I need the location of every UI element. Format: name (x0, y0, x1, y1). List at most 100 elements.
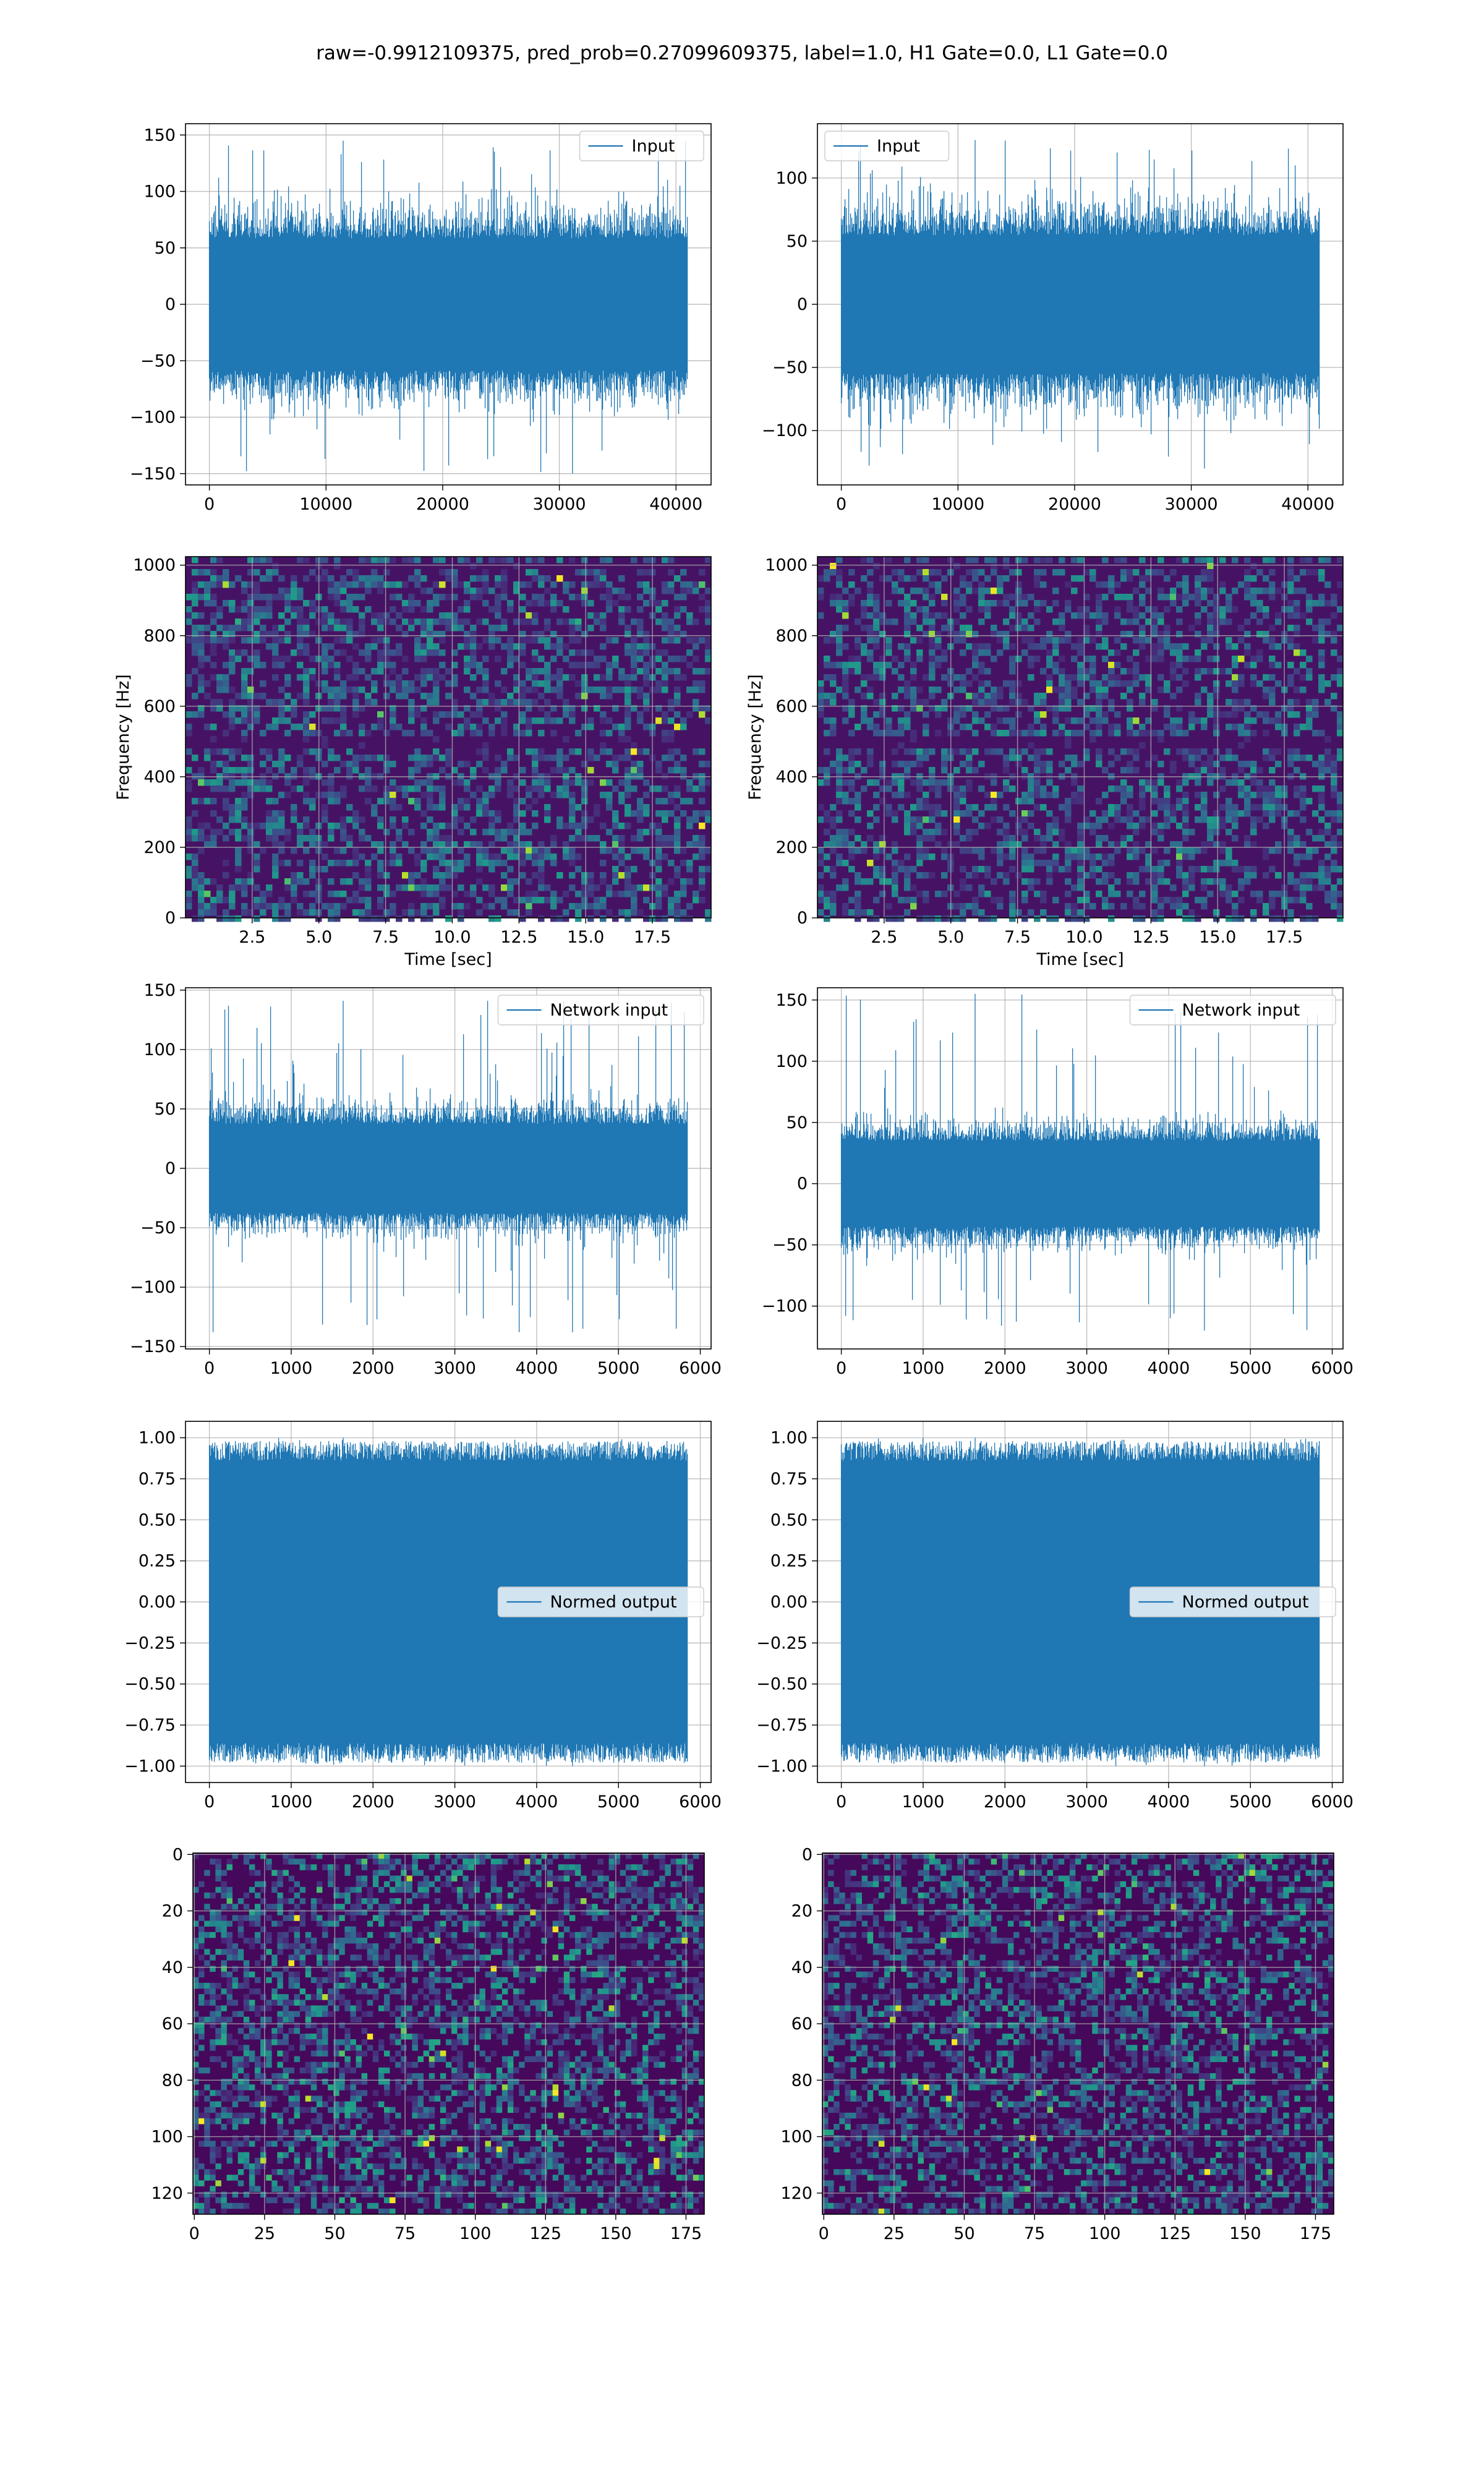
matrix-cell (271, 1870, 278, 1876)
spectrogram-cell (1034, 915, 1041, 922)
spectrogram-cell (916, 761, 923, 768)
spectrogram-cell (929, 643, 936, 650)
spectrogram-cell (817, 847, 824, 854)
spectrogram-cell (668, 903, 675, 910)
x-tick-label: 17.5 (634, 928, 671, 947)
spectrogram-cell (1077, 575, 1084, 582)
spectrogram-cell (303, 909, 310, 916)
spectrogram-cell (1250, 680, 1257, 687)
spectrogram-cell (550, 717, 557, 724)
spectrogram-cell (1096, 600, 1102, 607)
spectrogram-cell (186, 637, 192, 644)
spectrogram-cell (365, 649, 372, 656)
spectrogram-cell (563, 711, 569, 718)
spectrogram-cell (297, 625, 304, 631)
spectrogram-cell (1096, 816, 1102, 823)
spectrogram-cell (1182, 884, 1189, 891)
spectrogram-cell (686, 711, 693, 718)
spectrogram-cell (817, 680, 824, 687)
spectrogram-cell (1009, 755, 1016, 761)
spectrogram-cell (1034, 785, 1041, 792)
spectrogram-cell (470, 674, 477, 681)
spectrogram-cell (916, 705, 923, 712)
spectrogram-cell (1318, 767, 1325, 774)
spectrogram-cell (972, 662, 979, 669)
spectrogram-cell (1275, 891, 1282, 897)
spectrogram-cell (1083, 823, 1090, 829)
spectrogram-cell (247, 699, 254, 706)
spectrogram-cell (1201, 748, 1208, 755)
spectrogram-cell (519, 841, 526, 848)
spectrogram-cell (340, 575, 347, 582)
spectrogram-cell (1151, 866, 1158, 873)
spectrogram-cell (1158, 656, 1164, 662)
spectrogram-cell (1318, 835, 1325, 842)
spectrogram-cell (848, 847, 855, 854)
spectrogram-cell (1201, 761, 1208, 768)
spectrogram-cell (464, 903, 471, 910)
spectrogram-cell (606, 662, 613, 669)
spectrogram-cell (377, 668, 384, 675)
spectrogram-cell (408, 618, 415, 625)
spectrogram-cell (625, 687, 631, 693)
spectrogram-cell (538, 557, 545, 563)
spectrogram-cell (625, 779, 631, 786)
spectrogram-cell (680, 588, 687, 594)
spectrogram-cell (600, 656, 607, 662)
spectrogram-cell (526, 724, 532, 730)
spectrogram-cell (210, 767, 217, 774)
spectrogram-cell (885, 804, 892, 811)
spectrogram-cell (359, 649, 365, 656)
spectrogram-cell (1275, 810, 1282, 817)
spectrogram-cell (303, 724, 310, 730)
spectrogram-cell (1003, 594, 1010, 601)
spectrogram-cell (241, 649, 248, 656)
spectrogram-cell (414, 687, 421, 693)
spectrogram-cell (556, 674, 563, 681)
spectrogram-cell (612, 637, 619, 644)
spectrogram-cell (929, 600, 936, 607)
spectrogram-cell (1040, 761, 1047, 768)
spectrogram-cell (495, 594, 501, 601)
spectrogram-cell (408, 915, 415, 922)
spectrogram-cell (1318, 878, 1325, 885)
spectrogram-cell (247, 569, 254, 576)
spectrogram-cell (383, 637, 390, 644)
spectrogram-cell (966, 569, 973, 576)
spectrogram-cell (340, 816, 347, 823)
spectrogram-cell (662, 711, 668, 718)
spectrogram-cell (439, 594, 446, 601)
spectrogram-cell (861, 841, 868, 848)
spectrogram-cell (1287, 575, 1294, 582)
spectrogram-cell (581, 674, 588, 681)
spectrogram-cell (241, 792, 248, 798)
spectrogram-cell (1226, 860, 1232, 867)
spectrogram-cell (991, 569, 997, 576)
spectrogram-cell (923, 711, 929, 718)
spectrogram-cell (433, 748, 440, 755)
spectrogram-cell (272, 872, 279, 879)
spectrogram-cell (1226, 699, 1232, 706)
spectrogram-cell (1009, 915, 1016, 922)
spectrogram-cell (1337, 915, 1344, 922)
spectrogram-cell (297, 662, 304, 669)
spectrogram-cell (204, 903, 211, 910)
spectrogram-cell (309, 891, 316, 897)
spectrogram-cell (1201, 816, 1208, 823)
spectrogram-cell (910, 693, 917, 700)
spectrogram-cell (402, 785, 409, 792)
spectrogram-cell (674, 748, 681, 755)
spectrogram-cell (855, 668, 861, 675)
spectrogram-cell (266, 891, 273, 897)
spectrogram-cell (892, 761, 898, 768)
spectrogram-cell (223, 909, 229, 916)
spectrogram-cell (1158, 594, 1164, 601)
spectrogram-cell (618, 674, 625, 681)
spectrogram-cell (1219, 755, 1226, 761)
spectrogram-cell (830, 724, 837, 730)
spectrogram-cell (1083, 612, 1090, 619)
spectrogram-cell (359, 581, 365, 588)
spectrogram-cell (991, 804, 997, 811)
spectrogram-cell (1108, 823, 1115, 829)
